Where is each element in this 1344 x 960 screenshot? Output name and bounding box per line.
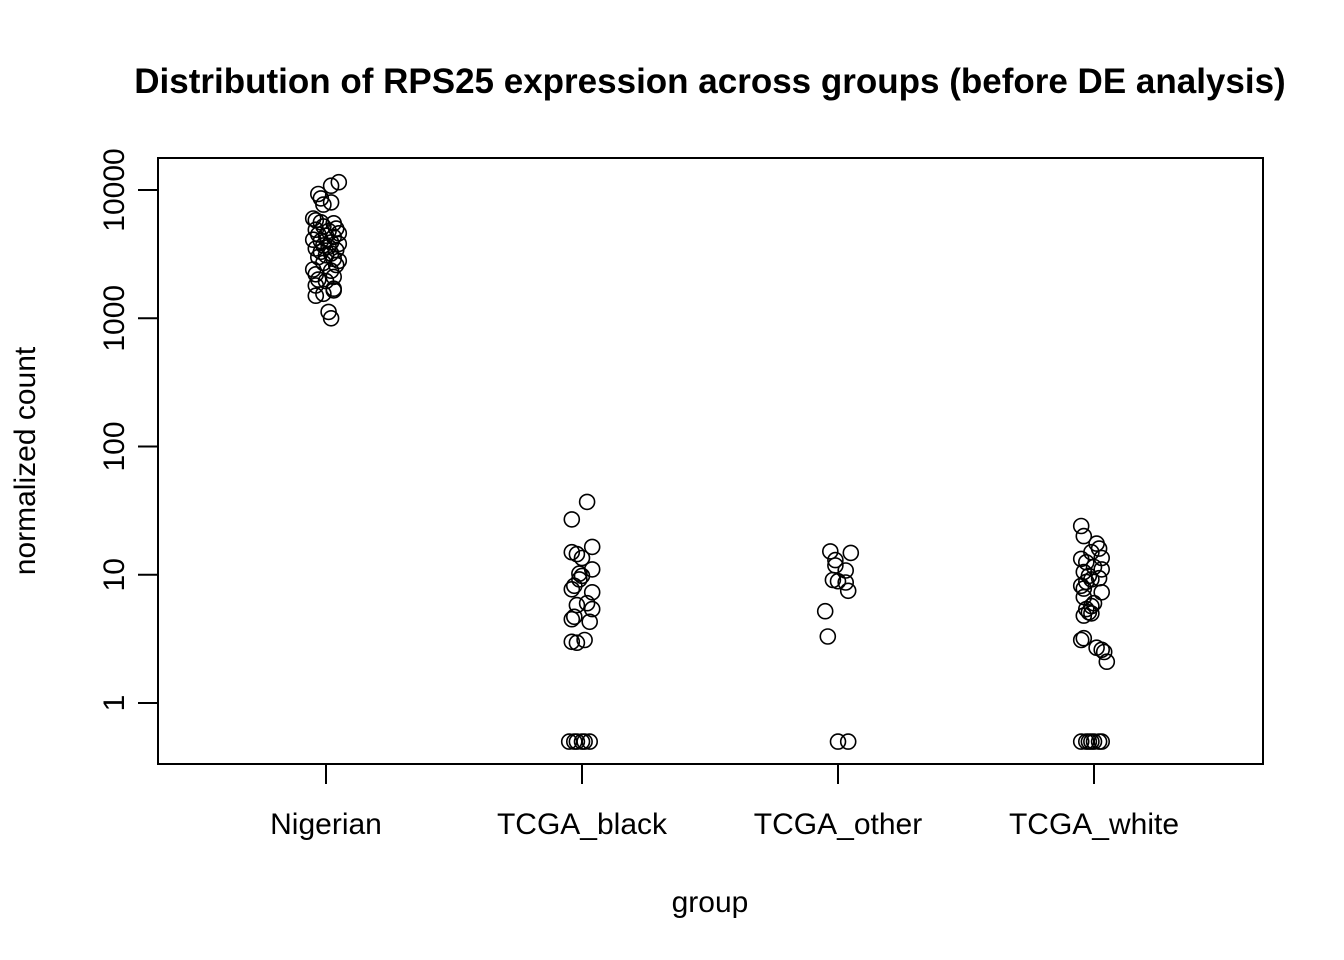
data-point xyxy=(842,544,860,562)
data-point xyxy=(307,287,325,305)
data-point xyxy=(1075,607,1093,624)
y-axis-label: normalized count xyxy=(9,346,42,575)
data-point xyxy=(322,194,340,211)
data-point xyxy=(304,210,322,227)
data-point xyxy=(576,733,593,750)
data-point xyxy=(821,543,839,560)
y-tick-label: 1 xyxy=(98,695,131,712)
data-point xyxy=(829,572,847,590)
data-point xyxy=(1072,577,1090,595)
x-tick-label: Nigerian xyxy=(270,808,382,841)
data-point xyxy=(1085,558,1103,576)
data-point xyxy=(576,631,593,649)
data-point xyxy=(1098,653,1116,671)
x-axis-label: group xyxy=(672,886,749,919)
data-point xyxy=(330,173,348,191)
data-point xyxy=(325,268,343,286)
data-point xyxy=(578,493,596,511)
x-tick-label: TCGA_black xyxy=(497,808,668,841)
x-axis: Nigerian TCGA_black TCGA_other TCGA_white xyxy=(270,764,1179,841)
y-axis: 1 10 100 1000 10000 xyxy=(98,148,158,711)
data-point xyxy=(322,177,340,194)
data-point xyxy=(837,574,855,591)
data-point xyxy=(568,733,586,750)
data-point xyxy=(839,733,857,750)
data-point xyxy=(315,285,332,303)
data-point xyxy=(816,602,834,620)
data-point xyxy=(568,634,586,652)
data-point xyxy=(1095,643,1113,661)
data-point xyxy=(581,733,599,750)
data-point xyxy=(839,582,857,600)
data-point xyxy=(829,733,847,750)
data-point xyxy=(563,633,581,651)
data-point xyxy=(568,596,586,614)
data-point xyxy=(322,309,340,327)
data-point xyxy=(573,549,591,567)
data-point xyxy=(304,231,322,248)
y-tick-label: 100 xyxy=(98,421,131,471)
chart-title: Distribution of RPS25 expression across … xyxy=(134,62,1285,101)
data-point xyxy=(837,562,855,579)
y-tick-label: 10 xyxy=(98,558,131,591)
data-point xyxy=(1072,733,1090,750)
x-tick-label: TCGA_other xyxy=(754,808,922,841)
data-point xyxy=(819,628,837,645)
data-point xyxy=(1093,733,1110,750)
data-point xyxy=(581,613,599,631)
data-point xyxy=(1075,527,1093,545)
data-point xyxy=(563,511,581,528)
data-point xyxy=(1072,550,1090,568)
data-point xyxy=(565,608,583,626)
data-point xyxy=(583,583,601,601)
data-point xyxy=(1093,561,1110,578)
data-point xyxy=(583,600,601,618)
data-point xyxy=(1085,733,1103,750)
plot-frame xyxy=(157,157,1264,765)
y-tick-label: 1000 xyxy=(98,285,131,352)
data-points xyxy=(304,173,1116,750)
data-point xyxy=(1083,605,1100,622)
data-point xyxy=(1072,631,1090,649)
data-point xyxy=(565,577,583,595)
x-tick-label: TCGA_white xyxy=(1009,808,1179,841)
data-point xyxy=(1075,580,1093,597)
data-point xyxy=(1093,583,1110,601)
data-point xyxy=(327,256,345,274)
data-point xyxy=(563,580,581,598)
data-point xyxy=(325,282,343,299)
data-point xyxy=(315,196,332,213)
data-point xyxy=(827,551,844,569)
data-point xyxy=(309,185,327,203)
data-point xyxy=(1072,517,1090,535)
data-point xyxy=(568,545,586,563)
data-point xyxy=(563,610,581,628)
y-tick-label: 10000 xyxy=(98,148,131,231)
data-point xyxy=(1075,629,1093,647)
data-point xyxy=(1090,540,1108,557)
data-point xyxy=(578,594,596,612)
data-point xyxy=(583,538,601,556)
